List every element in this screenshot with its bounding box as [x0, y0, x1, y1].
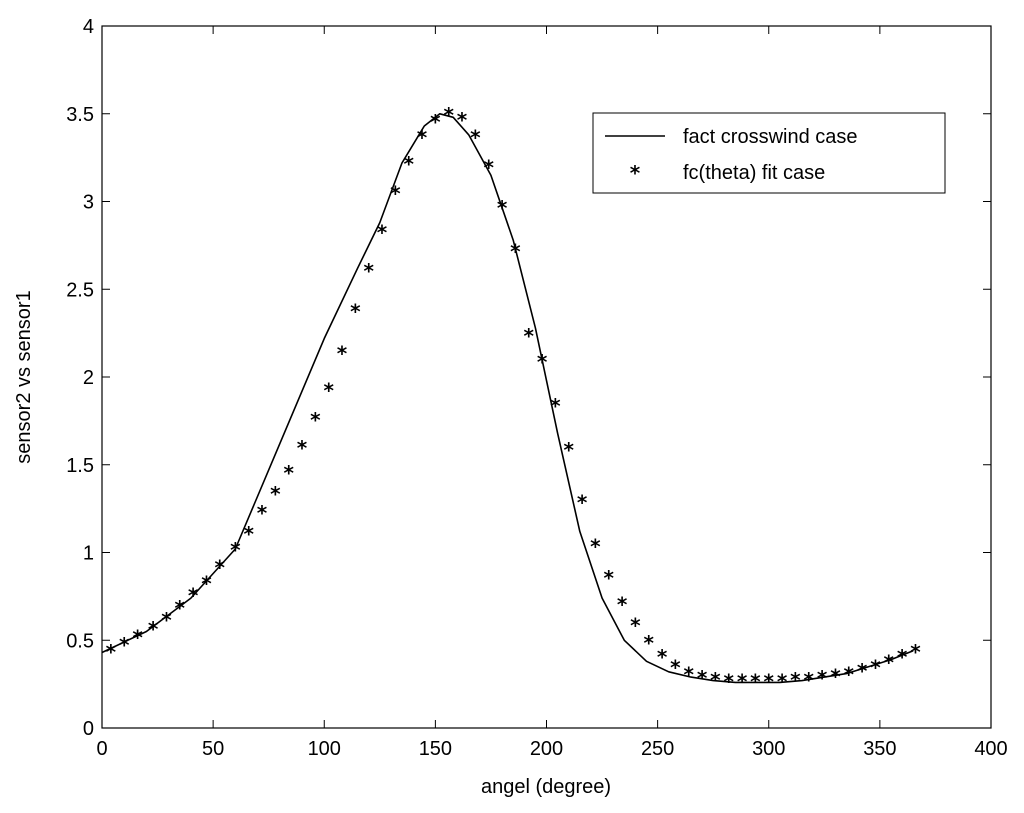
data-point-fit: * [283, 461, 294, 485]
data-point-fit: * [106, 640, 117, 664]
data-point-fit: * [188, 584, 199, 608]
data-point-fit: * [337, 341, 348, 365]
data-point-fit: * [617, 592, 628, 616]
data-point-fit: * [817, 666, 828, 690]
data-point-fit: * [443, 103, 454, 127]
data-point-fit: * [417, 126, 428, 150]
data-point-fit: * [657, 645, 668, 669]
y-tick-label: 4 [83, 16, 94, 38]
data-point-fit: * [884, 650, 895, 674]
data-point-fit: * [257, 501, 268, 525]
data-point-fit: * [857, 659, 868, 683]
data-point-fit: * [737, 670, 748, 694]
data-point-fit: * [750, 670, 761, 694]
x-tick-label: 0 [96, 738, 107, 760]
x-tick-label: 400 [974, 738, 1007, 760]
data-point-fit: * [310, 408, 321, 432]
legend: fact crosswind case * fc(theta) fit case [592, 112, 946, 194]
data-point-fit: * [457, 108, 468, 132]
data-point-fit: * [297, 436, 308, 460]
data-point-fit: * [910, 640, 921, 664]
data-point-fit: * [710, 668, 721, 692]
data-point-fit: * [363, 259, 374, 283]
data-point-fit: * [844, 663, 855, 687]
legend-box [592, 112, 946, 194]
x-tick-label: 150 [419, 738, 452, 760]
data-point-fit: * [323, 378, 334, 402]
data-point-fit: * [870, 656, 881, 680]
data-point-fit: * [243, 522, 254, 546]
x-tick-label: 350 [863, 738, 896, 760]
data-point-fit: * [630, 613, 641, 637]
data-point-fit: * [590, 534, 601, 558]
y-tick-label: 3 [83, 192, 94, 214]
data-point-fit: * [510, 240, 521, 264]
data-point-fit: * [230, 538, 241, 562]
data-point-fit: * [132, 626, 143, 650]
data-point-fit: * [390, 182, 401, 206]
y-axis-label: sensor2 vs sensor1 [13, 290, 35, 463]
series-line-fact-crosswind [101, 113, 914, 684]
ticks [101, 25, 992, 729]
data-point-fit: * [764, 670, 775, 694]
y-tick-label: 1 [83, 543, 94, 565]
data-point-fit: * [403, 152, 414, 176]
data-point-fit: * [430, 110, 441, 134]
data-point-fit: * [483, 155, 494, 179]
y-tick-label: 0.5 [66, 630, 94, 652]
data-point-fit: * [897, 645, 908, 669]
y-tick-label: 0 [83, 718, 94, 740]
data-point-fit: * [684, 663, 695, 687]
data-point-fit: * [175, 596, 186, 620]
data-point-fit: * [201, 571, 212, 595]
data-point-fit: * [577, 491, 588, 515]
data-point-fit: * [377, 220, 388, 244]
y-tick-label: 3.5 [66, 104, 94, 126]
data-point-fit: * [777, 670, 788, 694]
x-axis-label: angel (degree) [481, 776, 611, 798]
data-point-fit: * [603, 566, 614, 590]
data-point-fit: * [644, 631, 655, 655]
data-point-fit: * [670, 656, 681, 680]
data-point-fit: * [161, 608, 172, 632]
data-point-fit: * [350, 299, 361, 323]
data-point-fit: * [270, 482, 281, 506]
data-point-fit: * [697, 666, 708, 690]
y-tick-label: 2 [83, 367, 94, 389]
y-tick-label: 1.5 [66, 455, 94, 477]
y-tick-label: 2.5 [66, 279, 94, 301]
data-point-fit: * [497, 196, 508, 220]
data-point-fit: * [804, 668, 815, 692]
data-point-fit: * [563, 438, 574, 462]
x-tick-label: 50 [202, 738, 224, 760]
x-tick-label: 300 [752, 738, 785, 760]
data-point-fit: * [790, 668, 801, 692]
legend-label-fit: fc(theta) fit case [683, 162, 825, 184]
data-point-fit: * [724, 670, 735, 694]
data-point-fit: * [148, 617, 159, 641]
data-point-fit: * [537, 350, 548, 374]
data-point-fit: * [215, 556, 226, 580]
series-layer: * * * * ********************* * **************… [101, 103, 921, 694]
data-point-fit: * [523, 324, 534, 348]
data-point-fit: * [470, 126, 481, 150]
tick-labels: 0 50 100 150 200 250 300 350 400 0 0.5 1 1.5 2 2.5 3 3.5… [66, 16, 1008, 760]
legend-label-fact: fact crosswind case [683, 126, 858, 148]
x-tick-label: 100 [308, 738, 341, 760]
data-point-fit: * [550, 394, 561, 418]
x-tick-label: 200 [530, 738, 563, 760]
data-point-fit: * [830, 664, 841, 688]
legend-marker-sample: * [630, 161, 641, 185]
data-point-fit: * [119, 633, 130, 657]
x-tick-label: 250 [641, 738, 674, 760]
